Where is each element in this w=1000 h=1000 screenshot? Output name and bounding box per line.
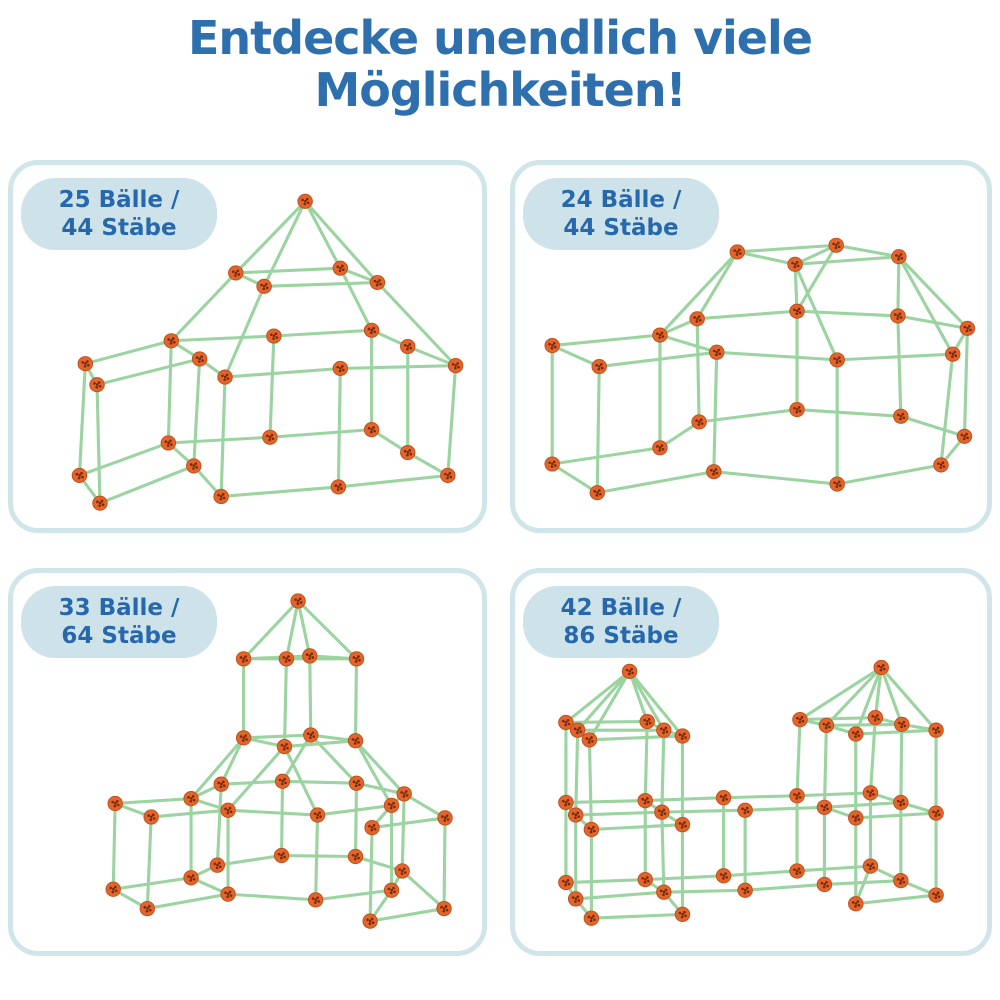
parts-count-badge: 42 Bälle / 86 Stäbe [523, 586, 719, 659]
fort-structure-house-image [71, 193, 464, 511]
sticks-count-label: 86 Stäbe [563, 623, 679, 650]
balls-count-label: 42 Bälle / [560, 595, 682, 621]
sticks-count-label: 44 Stäbe [61, 215, 177, 242]
sticks-count-label: 64 Stäbe [61, 623, 177, 650]
panel-fort-dome: 24 Bälle / 44 Stäbe [510, 160, 992, 533]
fort-structure-dome-image [544, 237, 976, 501]
panel-fort-house: 25 Bälle / 44 Stäbe [8, 160, 487, 533]
sticks-count-label: 44 Stäbe [563, 215, 679, 242]
fort-structure-castle-image [558, 659, 944, 926]
fort-structure-tower-image [105, 593, 453, 929]
parts-count-badge: 33 Bälle / 64 Stäbe [21, 586, 217, 659]
balls-count-label: 24 Bälle / [560, 187, 682, 213]
page-title-line-1: Entdecke unendlich viele [188, 11, 813, 65]
panel-fort-tower: 33 Bälle / 64 Stäbe [8, 568, 487, 956]
balls-count-label: 33 Bälle / [58, 595, 180, 621]
balls-count-label: 25 Bälle / [58, 187, 180, 213]
panel-fort-castle: 42 Bälle / 86 Stäbe [510, 568, 992, 956]
parts-count-badge: 24 Bälle / 44 Stäbe [523, 178, 719, 251]
page-title: Entdecke unendlich viele Möglichkeiten! [0, 12, 1000, 117]
page-title-line-2: Möglichkeiten! [314, 63, 686, 118]
parts-count-badge: 25 Bälle / 44 Stäbe [21, 178, 217, 251]
